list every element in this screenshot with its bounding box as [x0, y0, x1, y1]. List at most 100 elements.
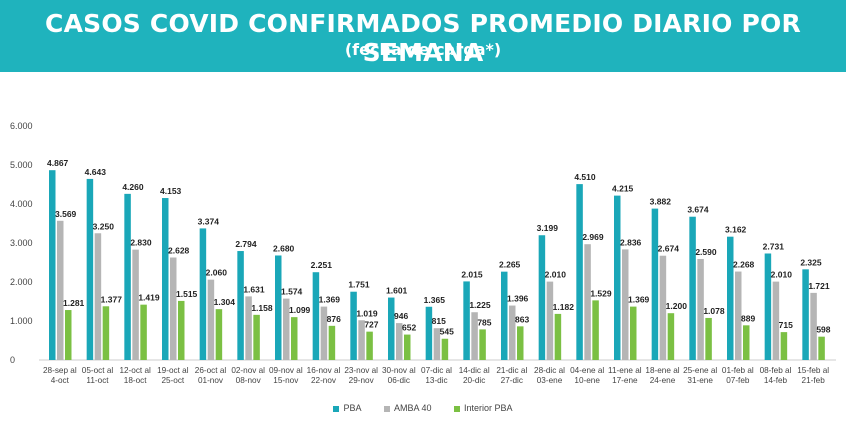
bar-pba: [614, 195, 621, 360]
bar-interior: [65, 310, 72, 360]
bar-pba: [388, 297, 395, 360]
bar-interior: [291, 317, 298, 360]
x-tick-label: 18-ene al: [645, 366, 679, 375]
value-label-pba: 3.199: [537, 223, 559, 233]
bar-pba: [237, 251, 244, 360]
value-label-amba: 1.721: [808, 281, 830, 291]
legend-item-interior: Interior PBA: [454, 403, 513, 413]
value-label-amba: 946: [394, 311, 408, 321]
bar-pba: [764, 253, 772, 360]
x-tick-label: 05-oct al: [82, 366, 114, 375]
bar-interior: [253, 314, 260, 360]
y-tick-label: 2.000: [10, 277, 33, 287]
bar-amba: [170, 257, 177, 360]
x-tick-label: 13-dic: [425, 376, 447, 385]
chart-title: CASOS COVID CONFIRMADOS PROMEDIO DIARIO …: [45, 9, 801, 67]
x-tick-label: 06-dic: [388, 376, 410, 385]
bar-interior: [705, 317, 712, 360]
bar-pba: [312, 272, 320, 360]
bar-interior: [554, 313, 562, 360]
bar-amba: [433, 328, 441, 360]
value-label-amba: 2.590: [695, 247, 717, 257]
value-label-interior: 1.281: [63, 298, 85, 308]
bar-amba: [697, 258, 704, 360]
value-label-interior: 652: [402, 323, 416, 333]
y-tick-label: 0: [10, 355, 15, 365]
bar-interior: [743, 325, 750, 360]
legend-item-amba: AMBA 40: [383, 403, 432, 413]
bar-interior: [366, 331, 373, 360]
value-label-interior: 1.377: [101, 294, 123, 304]
value-label-pba: 4.643: [85, 167, 107, 177]
bar-interior: [404, 334, 411, 360]
value-label-amba: 2.674: [658, 244, 680, 254]
value-label-interior: 715: [779, 320, 793, 330]
value-label-interior: 785: [477, 317, 491, 327]
value-label-pba: 4.215: [612, 184, 634, 194]
x-tick-label: 28-dic al: [534, 366, 565, 375]
value-label-interior: 1.419: [138, 293, 160, 303]
value-label-pba: 3.374: [198, 216, 220, 226]
bar-interior: [441, 338, 449, 360]
bar-pba: [651, 208, 659, 360]
x-tick-label: 25-ene al: [683, 366, 717, 375]
bar-pba: [124, 193, 131, 360]
x-tick-label: 10-ene: [574, 376, 600, 385]
value-label-interior: 1.369: [628, 295, 650, 305]
bar-amba: [132, 249, 139, 360]
bar-amba: [471, 312, 478, 360]
bar-interior: [667, 313, 675, 360]
value-label-interior: 863: [515, 314, 529, 324]
x-tick-label: 29-nov: [349, 376, 375, 385]
bar-amba: [622, 249, 629, 360]
value-label-amba: 2.628: [168, 246, 190, 256]
value-label-interior: 1.304: [214, 297, 236, 307]
bar-pba: [86, 178, 94, 360]
legend-swatch-interior: [454, 405, 461, 412]
legend-label-amba: AMBA 40: [393, 403, 432, 413]
x-tick-label: 21-dic al: [496, 366, 527, 375]
bar-pba: [350, 291, 357, 360]
bar-amba: [396, 323, 403, 360]
bar-pba: [802, 269, 809, 360]
value-label-amba: 2.060: [206, 268, 228, 278]
value-label-interior: 1.182: [553, 302, 575, 312]
x-tick-label: 01-nov: [198, 376, 224, 385]
x-tick-label: 16-nov al: [307, 366, 341, 375]
value-label-interior: 1.099: [289, 305, 311, 315]
value-label-pba: 2.794: [235, 239, 257, 249]
value-label-interior: 1.078: [703, 306, 725, 316]
bar-amba: [207, 279, 215, 360]
x-tick-label: 27-dic: [501, 376, 523, 385]
bar-pba: [501, 271, 508, 360]
value-label-interior: 876: [327, 314, 341, 324]
x-tick-label: 12-oct al: [119, 366, 151, 375]
x-tick-label: 18-oct: [124, 376, 147, 385]
x-tick-label: 20-dic: [463, 376, 485, 385]
value-label-interior: 598: [816, 325, 830, 335]
x-tick-label: 4-oct: [51, 376, 70, 385]
x-tick-label: 08-nov: [236, 376, 262, 385]
bar-interior: [140, 304, 147, 360]
bar-amba: [584, 244, 591, 360]
bar-pba: [199, 228, 207, 360]
bar-interior: [479, 329, 486, 360]
value-label-pba: 2.265: [499, 260, 521, 270]
value-label-pba: 1.365: [424, 295, 446, 305]
x-tick-label: 24-ene: [650, 376, 676, 385]
value-label-pba: 4.153: [160, 186, 182, 196]
bar-interior: [780, 332, 788, 360]
value-label-interior: 1.529: [590, 288, 612, 298]
bar-interior: [818, 336, 825, 360]
x-tick-label: 21-feb: [802, 376, 826, 385]
value-label-pba: 1.751: [348, 280, 370, 290]
y-tick-label: 3.000: [10, 238, 33, 248]
bar-amba: [546, 281, 554, 360]
legend-item-pba: PBA: [333, 403, 361, 413]
y-tick-label: 1.000: [10, 316, 33, 326]
value-label-amba: 3.250: [93, 221, 115, 231]
value-label-amba: 1.019: [356, 308, 378, 318]
x-tick-label: 30-nov al: [382, 366, 416, 375]
bar-amba: [735, 271, 742, 360]
bar-pba: [463, 281, 470, 360]
